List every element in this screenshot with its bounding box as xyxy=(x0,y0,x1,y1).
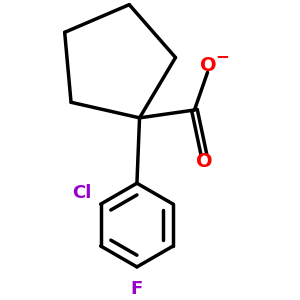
Text: O: O xyxy=(196,152,212,171)
Text: O: O xyxy=(200,56,217,74)
Text: −: − xyxy=(215,46,229,64)
Text: F: F xyxy=(131,280,143,298)
Text: Cl: Cl xyxy=(72,184,91,202)
